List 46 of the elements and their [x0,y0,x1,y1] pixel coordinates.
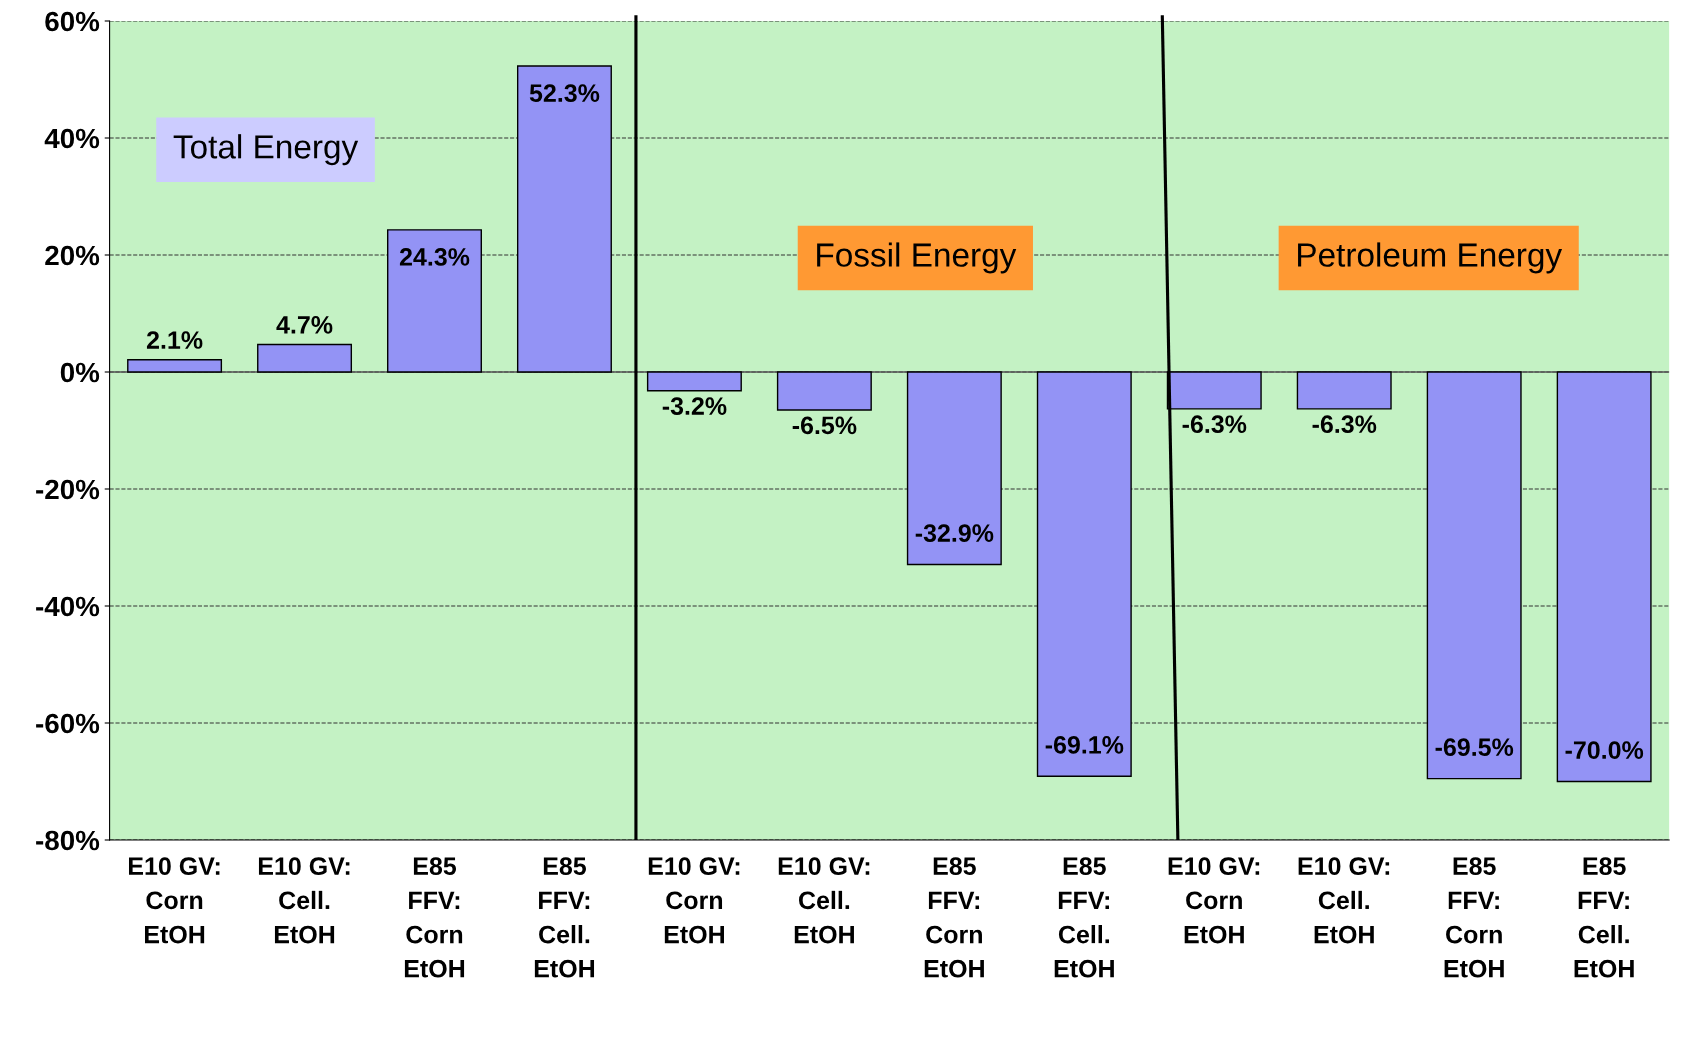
x-tick-label: E10 GV: Cell. EtOH [258,857,350,944]
data-label: 24.3% [399,248,470,266]
y-tick-label: 0% [60,362,100,383]
data-label: 52.3% [529,84,600,103]
data-label: -70.0% [1565,741,1644,759]
bar [1036,371,1132,777]
x-tick-label: E10 GV: Corn EtOH [129,857,220,944]
x-tick-label: E85 FFV: Corn EtOH [1444,857,1504,978]
y-tick-label: 40% [44,128,100,149]
x-tick-label: E85 FFV: Cell. EtOH [1054,857,1114,978]
data-label: -69.5% [1435,738,1514,757]
bar [1426,371,1522,780]
annotation: Petroleum Energy [1298,242,1563,274]
data-label: 2.1% [146,331,203,349]
y-tick-label: -60% [36,713,100,734]
y-tick-label: -20% [36,479,100,500]
bar [387,229,482,373]
bar [516,65,612,373]
y-tick-label: -40% [36,596,100,617]
data-label: -6.3% [1182,415,1247,434]
x-tick-label: E85 FFV: Corn EtOH [924,857,984,978]
x-tick-label: E10 GV: Cell. EtOH [778,857,870,944]
x-tick-label: E85 FFV: Cell. EtOH [1574,857,1634,978]
x-tick-label: E10 GV: Corn EtOH [1168,857,1260,944]
bar [1296,371,1392,410]
data-label: -6.5% [792,416,857,435]
bar [1556,371,1652,783]
x-tick-label: E10 GV: Cell. EtOH [1298,857,1390,944]
bar [257,343,353,373]
x-tick-label: E85 FFV: Cell. EtOH [534,857,595,978]
annotation: Fossil Energy [817,242,1017,274]
x-tick-label: E10 GV: Corn EtOH [648,857,740,944]
y-tick-label: 20% [45,245,100,266]
data-label: -32.9% [915,524,994,542]
bar [906,371,1002,566]
bar [646,371,742,392]
data-label: -3.2% [662,397,727,415]
annotation: Total Energy [173,134,359,166]
bar [776,371,872,411]
data-label: -69.1% [1045,735,1124,754]
data-label: 4.7% [276,316,333,334]
x-tick-label: E85 FFV: Corn EtOH [404,857,465,978]
y-tick-label: 60% [45,11,100,32]
bar [127,359,223,373]
data-label: -6.3% [1312,415,1377,434]
y-tick-label: -80% [36,830,100,851]
